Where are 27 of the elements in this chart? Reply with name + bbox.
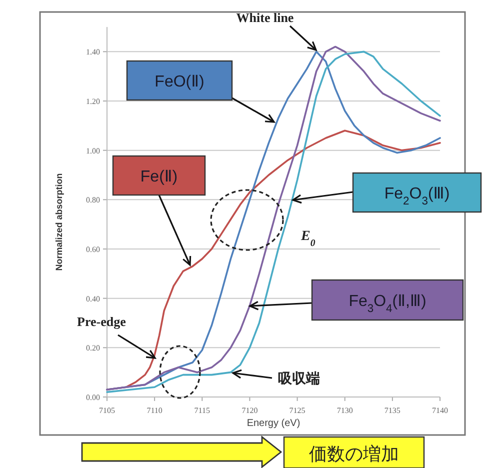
x-tick-label: 7105: [99, 406, 115, 415]
annotation: 吸収端: [278, 370, 320, 386]
y-axis-title: Normalized absorption: [54, 173, 64, 271]
y-tick-label: 0.80: [86, 196, 100, 205]
text: FeO(Ⅱ): [154, 74, 204, 90]
text: Fe$_{2}$O$_{3}$(Ⅲ): [384, 186, 450, 208]
x-tick-label: 7115: [194, 406, 210, 415]
text: White line: [236, 10, 294, 25]
y-tick-label: 0.20: [86, 344, 100, 353]
x-tick-label: 7125: [289, 406, 306, 415]
annotation: Pre-edge: [77, 314, 126, 329]
y-tick-label: 1.40: [86, 48, 100, 57]
y-tick-label: 0.00: [86, 393, 100, 402]
x-tick-label: 7135: [384, 406, 400, 415]
annotation: E$_{0}$: [300, 229, 316, 248]
y-tick-label: 0.40: [86, 294, 100, 304]
text: 価数の増加: [309, 444, 399, 464]
x-axis-title: Energy (eV): [246, 418, 300, 429]
text: Fe$_{3}$O$_{4}$(Ⅱ,Ⅲ): [348, 293, 426, 315]
y-tick-label: 1.20: [86, 97, 100, 106]
x-tick-label: 7130: [336, 406, 353, 415]
x-tick-label: 7140: [432, 406, 448, 415]
y-tick-label: 1.00: [86, 146, 100, 156]
x-tick-label: 7120: [242, 406, 258, 415]
y-tick-label: 0.60: [86, 245, 100, 254]
text: Fe(Ⅱ): [140, 168, 178, 186]
x-tick-label: 7110: [146, 406, 162, 415]
